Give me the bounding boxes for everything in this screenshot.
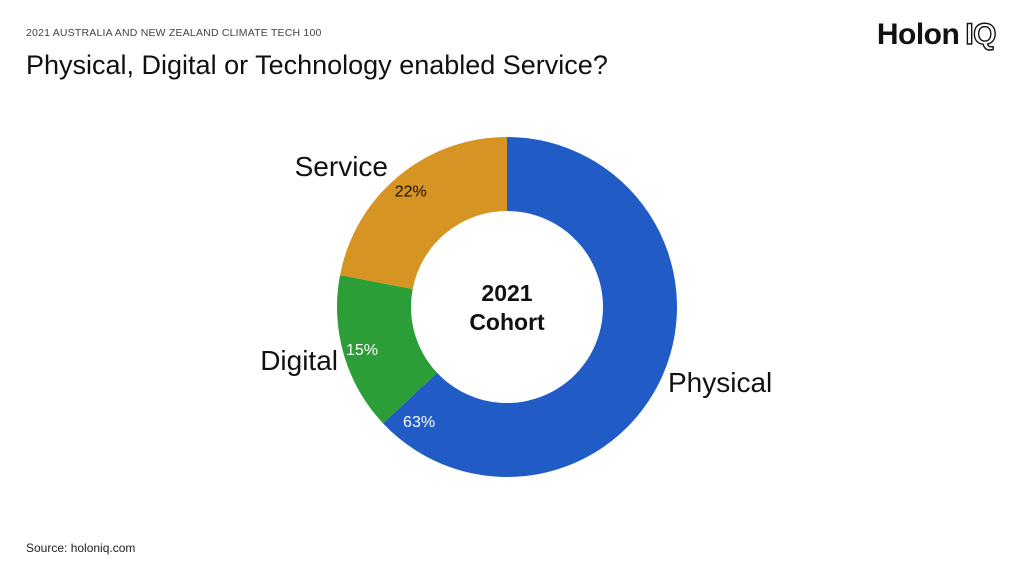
value-label-digital: 15% <box>346 342 378 359</box>
logo-mark: IQ <box>965 17 998 51</box>
source-note: Source: holoniq.com <box>26 541 136 555</box>
center-label-line-2: Cohort <box>469 309 545 335</box>
value-label-physical: 63% <box>403 414 435 431</box>
logo-word: Holon <box>876 18 960 51</box>
donut-slices <box>337 137 677 477</box>
slice-digital <box>337 275 438 424</box>
center-label-line-1: 2021 <box>481 280 532 306</box>
holoniq-logo: Holon IQ <box>876 17 998 52</box>
category-label-physical: Physical <box>668 367 772 398</box>
category-label-service: Service <box>295 151 388 182</box>
value-label-service: 22% <box>395 184 427 201</box>
chart-title: Physical, Digital or Technology enabled … <box>26 50 608 80</box>
report-eyebrow: 2021 AUSTRALIA AND NEW ZEALAND CLIMATE T… <box>26 27 322 39</box>
slice-service <box>340 137 507 290</box>
slice-physical <box>383 137 677 477</box>
donut-labels: 63% Physical 15% Digital 22% Service <box>260 151 772 431</box>
category-label-digital: Digital <box>260 345 338 376</box>
